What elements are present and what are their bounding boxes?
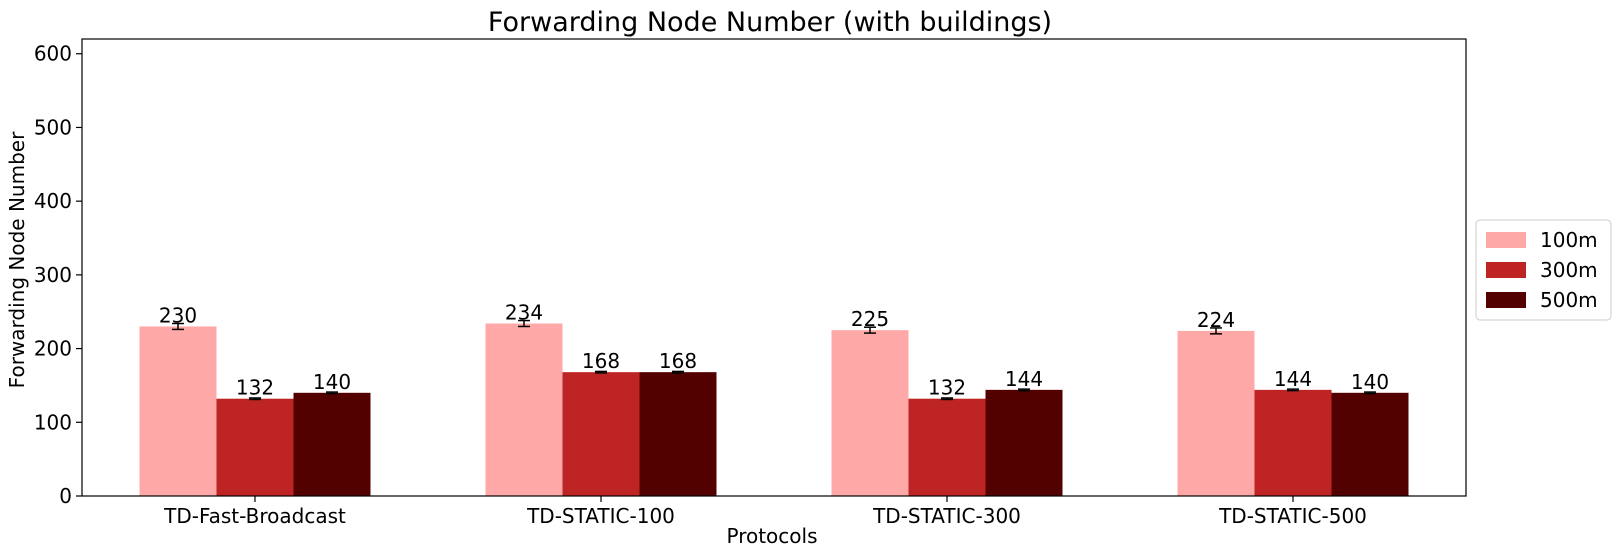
legend-swatch [1486,292,1526,308]
plot-area: 230 234 225 224 132 168 132 144 140 168 144 140 [81,38,1467,497]
error-bar [864,326,876,334]
y-tick-label: 400 [34,189,72,213]
y-tick-label: 0 [59,484,72,508]
legend-swatch [1486,232,1526,248]
data-label: 132 [236,376,274,400]
chart-title: Forwarding Node Number (with buildings) [488,7,1052,38]
bar [1177,330,1255,496]
error-bar [518,319,530,328]
error-bar [1364,391,1376,395]
bar [1254,389,1332,496]
x-axis: TD-Fast-Broadcast TD-STATIC-100 TD-STATIC-… [163,496,1367,528]
data-label: 144 [1005,367,1043,391]
error-bar [326,391,338,395]
legend-label: 500m [1540,288,1598,312]
x-tick-label: TD-Fast-Broadcast [163,504,346,528]
y-tick-label: 600 [34,42,72,66]
error-bar [1287,388,1299,392]
data-label: 168 [659,349,697,373]
x-tick-label: TD-STATIC-100 [526,504,675,528]
legend-swatch [1486,262,1526,278]
y-axis-title: Forwarding Node Number [5,131,29,388]
x-axis-title: Protocols [726,524,817,548]
y-tick-label: 200 [34,337,72,361]
data-label: 225 [851,307,889,331]
bar [293,392,371,496]
data-label: 144 [1274,367,1312,391]
error-bar [595,370,607,374]
bar [562,372,640,496]
legend-label: 300m [1540,258,1598,282]
error-bar [1210,327,1222,335]
legend-label: 100m [1540,228,1598,252]
legend: 100m 300m 500m [1475,219,1612,321]
data-label: 234 [505,301,543,325]
data-label: 230 [159,303,197,327]
data-label: 140 [313,370,351,394]
y-tick-label: 100 [34,410,72,434]
bar [216,398,294,496]
bar [985,389,1063,496]
bar [1331,392,1409,496]
x-tick-label: TD-STATIC-500 [1218,504,1367,528]
data-label: 168 [582,349,620,373]
bar [139,326,217,496]
y-tick-label: 300 [34,263,72,287]
x-tick-label: TD-STATIC-300 [872,504,1021,528]
error-bar [172,322,184,331]
data-label: 224 [1197,308,1235,332]
data-label: 132 [928,376,966,400]
bar [485,323,563,496]
plot-frame [81,38,1467,497]
bar [908,398,986,496]
y-tick-label: 500 [34,115,72,139]
y-axis: 0 100 200 300 400 500 600 [34,42,82,508]
error-bar [249,397,261,401]
error-bar [941,397,953,401]
error-bar [672,370,684,374]
data-label: 140 [1351,370,1389,394]
bar [639,372,717,496]
error-bar [1018,388,1030,392]
bar [831,330,909,496]
